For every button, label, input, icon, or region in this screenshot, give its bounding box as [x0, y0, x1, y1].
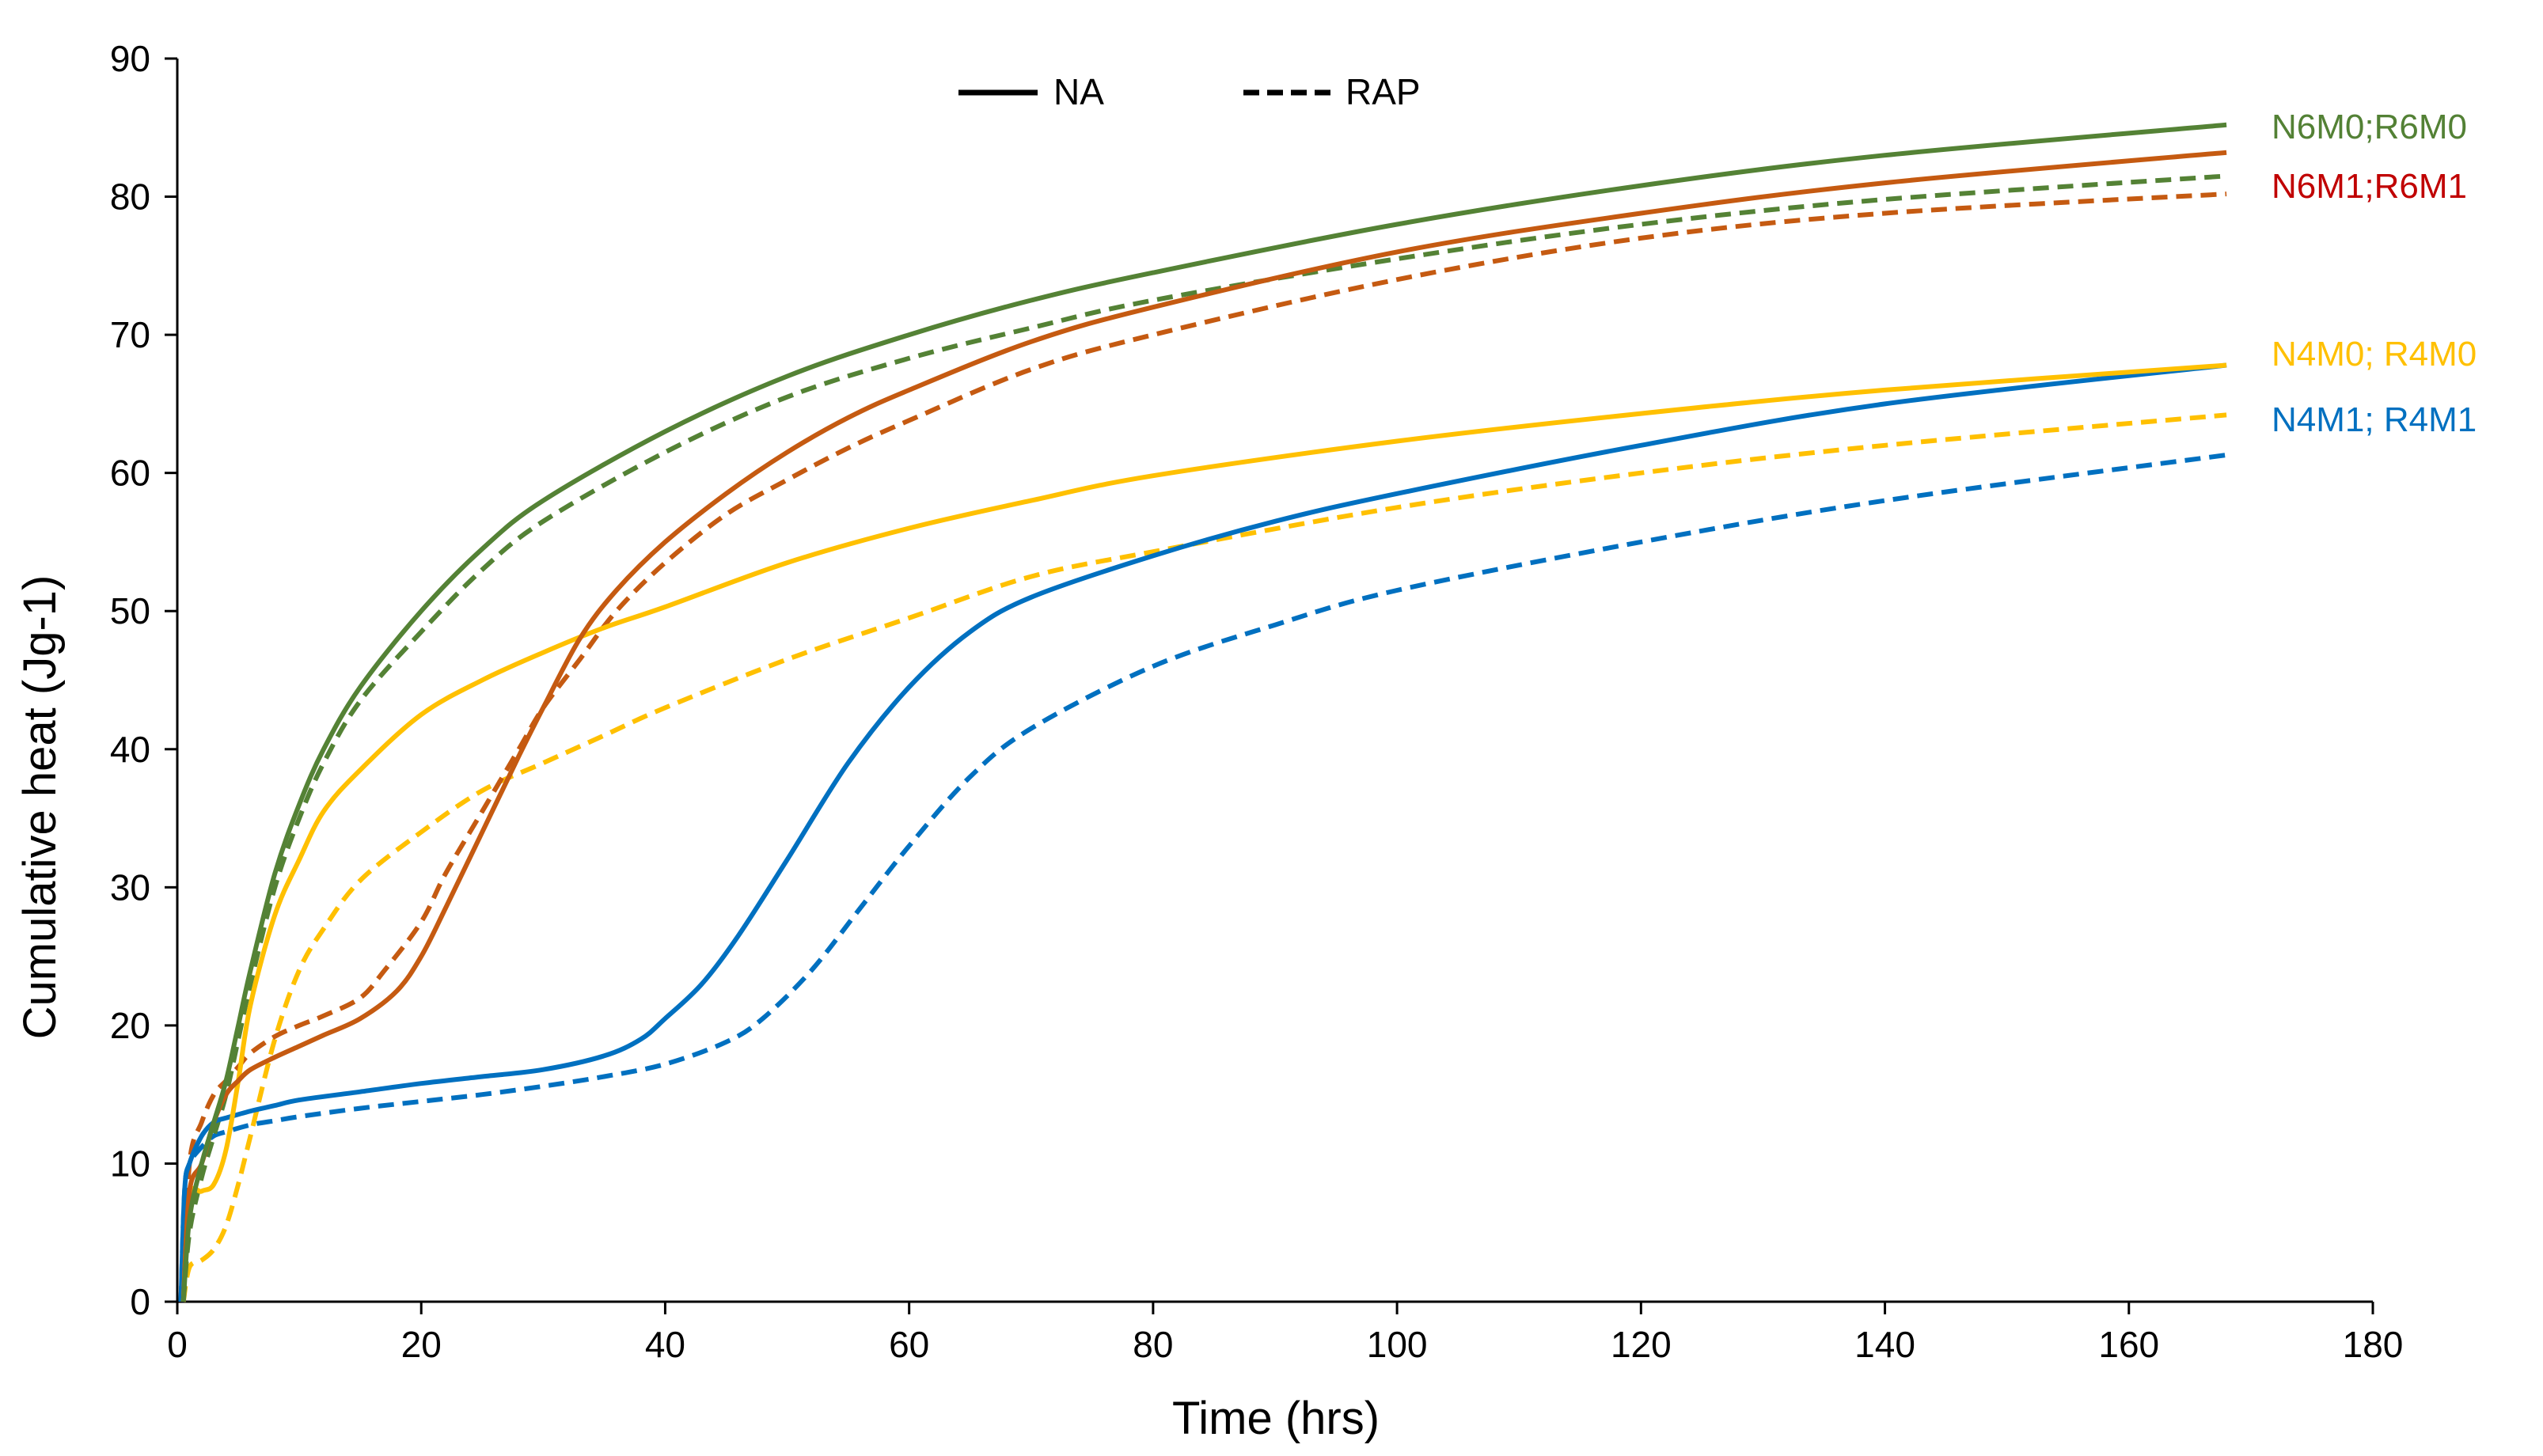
x-tick-label: 0	[167, 1324, 188, 1365]
y-tick-label: 50	[110, 590, 150, 631]
y-tick-label: 40	[110, 729, 150, 770]
series-line-n6m0	[180, 122, 2227, 1302]
series-label-n4m1-r4m1: N4M1; R4M1	[2272, 400, 2477, 439]
series-label-n6m1-r6m1: N6M1;R6M1	[2272, 167, 2467, 206]
x-tick-label: 120	[1611, 1324, 1672, 1365]
series-labels: N6M0;R6M0 N6M1;R6M1 N4M0; R4M0 N4M1; R4M…	[2272, 108, 2477, 439]
y-tick-label: 10	[110, 1143, 150, 1184]
series-line-n4m0	[180, 362, 2227, 1302]
series-line-r4m1	[178, 453, 2227, 1302]
x-tick-label: 140	[1854, 1324, 1915, 1365]
legend: NA RAP	[958, 71, 1421, 112]
y-tick-label: 90	[110, 38, 150, 79]
series-line-n4m1	[178, 362, 2227, 1302]
x-tick-label: 20	[401, 1324, 442, 1365]
legend-label-na: NA	[1053, 71, 1104, 112]
y-tick-label: 0	[130, 1281, 150, 1322]
y-tick-label: 30	[110, 866, 150, 908]
x-tick-label: 180	[2343, 1324, 2404, 1365]
axes: 0 20 40 60 80 100 120 140 160 180 0 10 20 30 40 50 60 70 8…	[110, 38, 2404, 1365]
series-label-n6m0-r6m0: N6M0;R6M0	[2272, 108, 2467, 146]
y-tick-label: 20	[110, 1005, 150, 1046]
series-line-r4m0	[180, 412, 2227, 1302]
legend-label-rap: RAP	[1346, 71, 1421, 112]
x-tick-label: 40	[645, 1324, 685, 1365]
plot-area	[178, 122, 2227, 1302]
series-line-n6m1	[180, 150, 2227, 1302]
series-label-n4m0-r4m0: N4M0; R4M0	[2272, 335, 2477, 373]
y-axis-title: Cumulative heat (Jg-1)	[14, 575, 66, 1040]
x-tick-label: 80	[1133, 1324, 1173, 1365]
x-tick-label: 100	[1367, 1324, 1428, 1365]
y-tick-label: 60	[110, 453, 150, 494]
x-tick-label: 160	[2098, 1324, 2159, 1365]
x-tick-label: 60	[889, 1324, 929, 1365]
x-axis-title: Time (hrs)	[1172, 1393, 1380, 1444]
series-line-r6m1	[180, 191, 2227, 1302]
y-tick-label: 70	[110, 314, 150, 355]
series-line-r6m0	[180, 173, 2227, 1302]
y-tick-label: 80	[110, 176, 150, 218]
